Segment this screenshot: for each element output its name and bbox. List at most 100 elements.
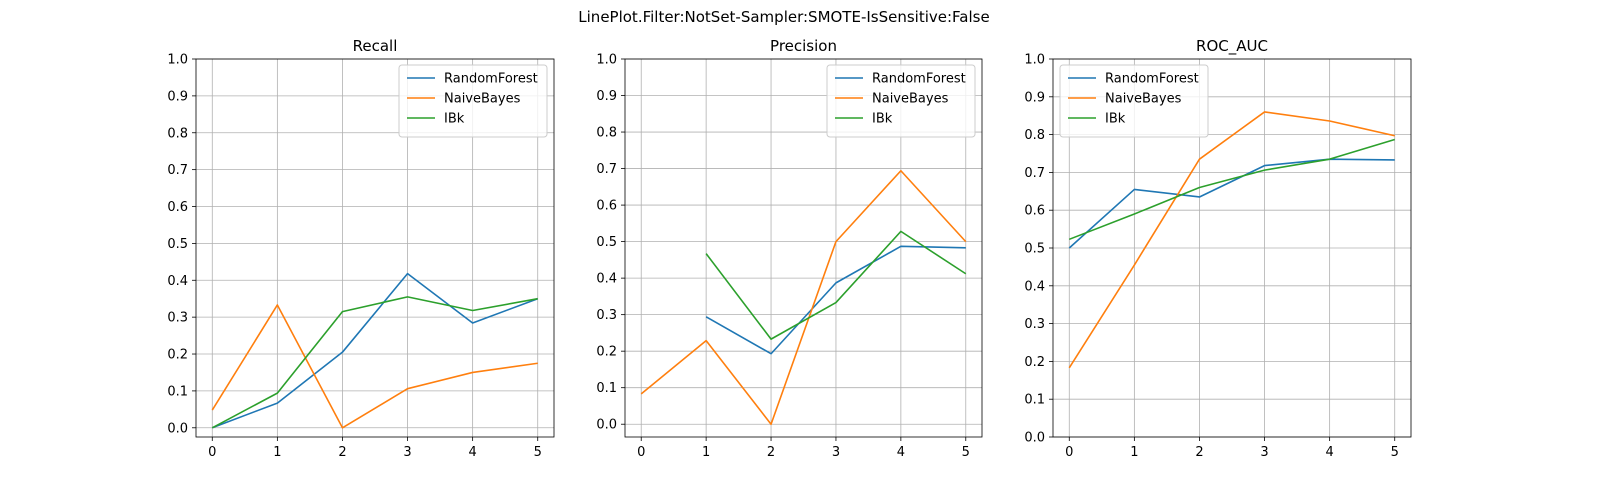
x-tick-label: 2 bbox=[1195, 445, 1203, 460]
legend-item-ibk: IBk bbox=[1068, 112, 1126, 127]
y-tick-label: 0.4 bbox=[1024, 279, 1045, 294]
legend: RandomForest NaiveBayes IBk bbox=[826, 64, 976, 138]
x-tick-label: 0 bbox=[637, 445, 645, 460]
legend-item-ibk: IBk bbox=[835, 112, 893, 127]
legend: RandomForest NaiveBayes IBk bbox=[398, 64, 548, 138]
y-axis: 0.0 0.1 0.2 0.3 0.4 0.5 0.6 0.7 0.8 0.9 1.0 bbox=[1024, 53, 1053, 446]
x-tick-label: 5 bbox=[534, 445, 542, 460]
y-tick-label: 0.1 bbox=[1024, 393, 1045, 408]
y-tick-label: 0.1 bbox=[167, 384, 188, 399]
series-lines bbox=[211, 272, 539, 429]
series-lines bbox=[1068, 111, 1395, 369]
y-tick-label: 0.2 bbox=[596, 345, 617, 360]
legend-label: NaiveBayes bbox=[1105, 92, 1182, 107]
x-tick-label: 4 bbox=[1325, 445, 1333, 460]
x-tick-label: 2 bbox=[338, 445, 346, 460]
y-tick-label: 0.5 bbox=[1024, 242, 1045, 257]
x-tick-label: 3 bbox=[1260, 445, 1268, 460]
x-tick-label: 3 bbox=[403, 445, 411, 460]
y-tick-label: 0.9 bbox=[167, 89, 188, 104]
subplot-title: Recall bbox=[353, 37, 398, 55]
series-line-naivebayes bbox=[1068, 111, 1395, 369]
legend-label: RandomForest bbox=[872, 72, 966, 87]
legend-label: NaiveBayes bbox=[444, 92, 521, 107]
legend-item-naivebayes: NaiveBayes bbox=[407, 92, 521, 107]
series-line-randomforest bbox=[705, 245, 966, 355]
y-tick-label: 0.6 bbox=[1024, 204, 1045, 219]
y-tick-label: 1.0 bbox=[596, 53, 617, 68]
x-tick-label: 1 bbox=[273, 445, 281, 460]
y-tick-label: 0.8 bbox=[1024, 128, 1045, 143]
x-axis: 0 1 2 3 4 5 bbox=[208, 437, 542, 460]
x-tick-label: 5 bbox=[1391, 445, 1399, 460]
legend-label: IBk bbox=[1105, 112, 1126, 127]
y-tick-label: 0.2 bbox=[167, 348, 188, 363]
y-tick-label: 0.8 bbox=[167, 126, 188, 141]
y-tick-label: 0.7 bbox=[596, 162, 617, 177]
series-line-naivebayes bbox=[640, 169, 967, 426]
series-line-ibk bbox=[705, 230, 967, 340]
y-tick-label: 1.0 bbox=[1024, 53, 1045, 68]
legend-label: IBk bbox=[444, 112, 465, 127]
x-tick-label: 0 bbox=[208, 445, 216, 460]
subplot-title: Precision bbox=[770, 37, 837, 55]
legend-label: NaiveBayes bbox=[872, 92, 949, 107]
y-tick-label: 0.4 bbox=[596, 272, 617, 287]
y-tick-label: 0.0 bbox=[596, 418, 617, 433]
y-tick-label: 0.3 bbox=[167, 311, 188, 326]
y-tick-label: 0.9 bbox=[596, 89, 617, 104]
legend-label: IBk bbox=[872, 112, 893, 127]
x-tick-label: 3 bbox=[832, 445, 840, 460]
figure-suptitle: LinePlot.Filter:NotSet-Sampler:SMOTE-IsS… bbox=[578, 8, 989, 26]
x-tick-label: 5 bbox=[962, 445, 970, 460]
legend-item-naivebayes: NaiveBayes bbox=[835, 92, 949, 107]
legend-item-randomforest: RandomForest bbox=[835, 72, 966, 87]
y-tick-label: 0.7 bbox=[167, 163, 188, 178]
legend-box bbox=[826, 64, 976, 138]
y-tick-label: 0.3 bbox=[596, 308, 617, 323]
legend-box bbox=[1059, 64, 1209, 138]
y-tick-label: 0.5 bbox=[167, 237, 188, 252]
series-line-randomforest bbox=[1068, 158, 1395, 249]
y-tick-label: 0.0 bbox=[167, 421, 188, 436]
legend-item-randomforest: RandomForest bbox=[407, 72, 538, 87]
x-tick-label: 4 bbox=[897, 445, 905, 460]
series-line-randomforest bbox=[211, 272, 539, 429]
y-tick-label: 0.3 bbox=[1024, 317, 1045, 332]
y-axis: 0.0 0.1 0.2 0.3 0.4 0.5 0.6 0.7 0.8 0.9 1.0 bbox=[167, 53, 196, 436]
x-tick-label: 1 bbox=[1130, 445, 1138, 460]
legend-item-randomforest: RandomForest bbox=[1068, 72, 1199, 87]
series-line-ibk bbox=[211, 296, 538, 429]
x-tick-label: 4 bbox=[468, 445, 476, 460]
y-tick-label: 0.1 bbox=[596, 381, 617, 396]
legend: RandomForest NaiveBayes IBk bbox=[1059, 64, 1209, 138]
y-tick-label: 0.4 bbox=[167, 274, 188, 289]
x-tick-label: 0 bbox=[1065, 445, 1073, 460]
series-line-ibk bbox=[1068, 138, 1395, 241]
legend-box bbox=[398, 64, 548, 138]
x-axis: 0 1 2 3 4 5 bbox=[1065, 437, 1399, 460]
x-axis: 0 1 2 3 4 5 bbox=[637, 437, 970, 460]
series-lines bbox=[640, 169, 967, 426]
x-tick-label: 2 bbox=[767, 445, 775, 460]
y-tick-label: 1.0 bbox=[167, 53, 188, 68]
y-axis: 0.0 0.1 0.2 0.3 0.4 0.5 0.6 0.7 0.8 0.9 1.0 bbox=[596, 53, 625, 433]
y-tick-label: 0.6 bbox=[596, 199, 617, 214]
y-tick-label: 0.8 bbox=[596, 126, 617, 141]
y-tick-label: 0.0 bbox=[1024, 431, 1045, 446]
legend-item-naivebayes: NaiveBayes bbox=[1068, 92, 1182, 107]
subplot-title: ROC_AUC bbox=[1196, 37, 1268, 56]
subplot-roc-auc: ROC_AUC 0 1 2 3 4 5 0.0 0.1 0.2 0.3 0.4 0.5 0.6 0.7 0.8… bbox=[1024, 37, 1412, 460]
legend-label: RandomForest bbox=[1105, 72, 1199, 87]
axes-frame bbox=[195, 58, 555, 438]
y-tick-label: 0.7 bbox=[1024, 166, 1045, 181]
y-tick-label: 0.5 bbox=[596, 235, 617, 250]
legend-label: RandomForest bbox=[444, 72, 538, 87]
axes-frame bbox=[624, 58, 983, 438]
series-line-naivebayes bbox=[211, 304, 538, 429]
legend-item-ibk: IBk bbox=[407, 112, 465, 127]
